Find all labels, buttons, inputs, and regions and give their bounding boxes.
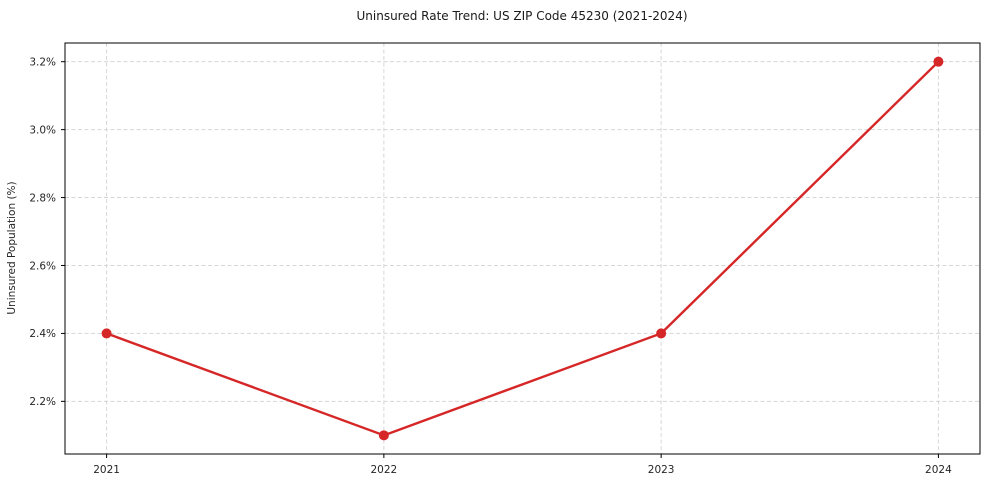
- x-tick-label: 2023: [648, 464, 675, 476]
- y-tick-label: 3.0%: [29, 124, 56, 136]
- axis-layer: [64, 42, 981, 455]
- x-tick-label: 2024: [925, 464, 952, 476]
- y-tick-label: 2.4%: [29, 328, 56, 340]
- x-tick-label: 2022: [370, 464, 397, 476]
- y-tick-label: 2.6%: [29, 260, 56, 272]
- x-tick-label: 2021: [93, 464, 120, 476]
- chart-title: Uninsured Rate Trend: US ZIP Code 45230 …: [356, 9, 687, 23]
- series-layer: [101, 56, 944, 441]
- trend-line: [105, 60, 940, 437]
- tick-layer: 2.2% 2.4% 2.6% 2.8% 3.0% 3.2% 2021 2022 2023 2024: [29, 56, 952, 476]
- y-axis-label: Uninsured Population (%): [6, 181, 18, 314]
- data-point: [101, 328, 112, 339]
- y-tick-label: 2.2%: [29, 396, 56, 408]
- grid-layer: [65, 43, 980, 454]
- y-tick-label: 3.2%: [29, 56, 56, 68]
- data-point: [378, 430, 389, 441]
- plot-border: [64, 42, 981, 455]
- data-point: [656, 328, 667, 339]
- data-point: [933, 56, 944, 67]
- y-tick-label: 2.8%: [29, 192, 56, 204]
